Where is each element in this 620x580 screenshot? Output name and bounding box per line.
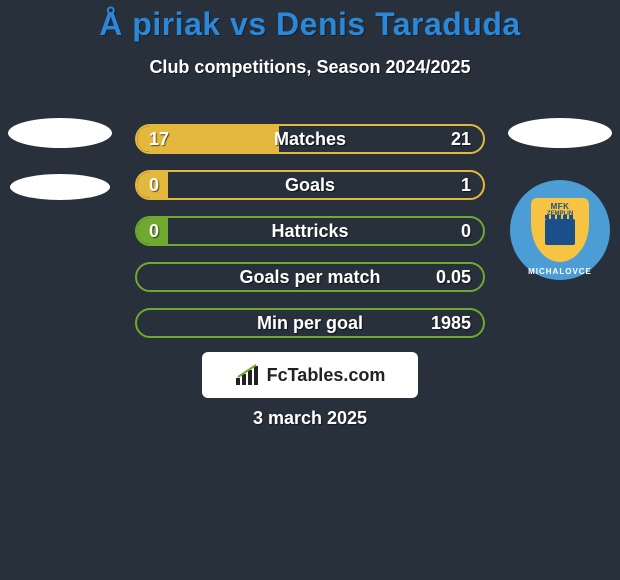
stat-label: Hattricks xyxy=(137,218,483,244)
page-subtitle: Club competitions, Season 2024/2025 xyxy=(0,57,620,78)
right-club-badge: MFK ZEMPLIN MICHALOVCE xyxy=(510,180,610,280)
stat-right-value: 1 xyxy=(461,172,471,198)
left-player-badge-1 xyxy=(8,118,112,148)
stat-right-value: 1985 xyxy=(431,310,471,336)
club-shield-top-text: MFK xyxy=(551,202,570,211)
fctables-brand-text: FcTables.com xyxy=(267,365,386,386)
stat-label: Matches xyxy=(137,126,483,152)
date-text: 3 march 2025 xyxy=(0,408,620,429)
stat-label: Goals xyxy=(137,172,483,198)
fctables-chart-icon xyxy=(235,364,261,386)
page-title: Å piriak vs Denis Taraduda xyxy=(0,0,620,43)
fctables-badge: FcTables.com xyxy=(202,352,418,398)
stat-right-value: 0 xyxy=(461,218,471,244)
stat-right-value: 21 xyxy=(451,126,471,152)
left-player-badge-2 xyxy=(10,174,110,200)
stat-row: 0Goals1 xyxy=(135,170,485,200)
club-outer-text: MICHALOVCE xyxy=(528,267,592,276)
club-shield: MFK ZEMPLIN xyxy=(531,198,589,262)
club-shield-castle-icon xyxy=(545,219,575,245)
stat-row: Min per goal1985 xyxy=(135,308,485,338)
stat-label: Goals per match xyxy=(137,264,483,290)
stat-row: 0Hattricks0 xyxy=(135,216,485,246)
left-badges-column xyxy=(0,118,120,200)
stat-row: Goals per match0.05 xyxy=(135,262,485,292)
stat-right-value: 0.05 xyxy=(436,264,471,290)
right-player-badge-1 xyxy=(508,118,612,148)
stat-row: 17Matches21 xyxy=(135,124,485,154)
right-badges-column: MFK ZEMPLIN MICHALOVCE xyxy=(500,118,620,280)
stats-container: 17Matches210Goals10Hattricks0Goals per m… xyxy=(135,124,485,338)
